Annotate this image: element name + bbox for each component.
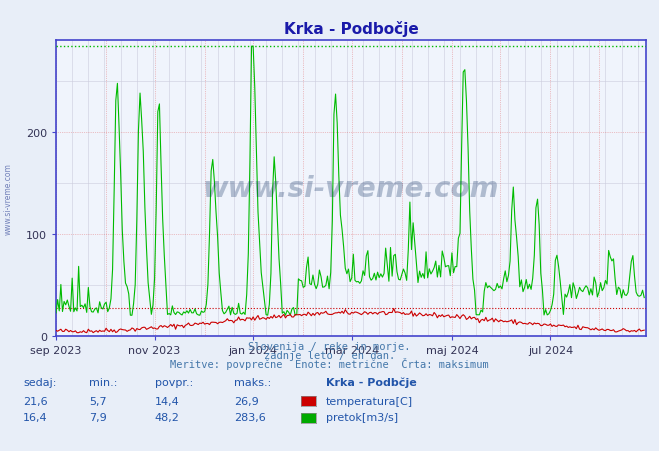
Text: Meritve: povprečne  Enote: metrične  Črta: maksimum: Meritve: povprečne Enote: metrične Črta:… <box>170 358 489 369</box>
Text: min.:: min.: <box>89 377 117 387</box>
Text: povpr.:: povpr.: <box>155 377 193 387</box>
Text: Slovenija / reke in morje.: Slovenija / reke in morje. <box>248 341 411 351</box>
Text: temperatura[C]: temperatura[C] <box>326 396 413 405</box>
Text: maks.:: maks.: <box>234 377 272 387</box>
Text: 283,6: 283,6 <box>234 412 266 422</box>
Text: www.si-vreme.com: www.si-vreme.com <box>3 162 13 235</box>
Text: sedaj:: sedaj: <box>23 377 57 387</box>
Text: 16,4: 16,4 <box>23 412 47 422</box>
Text: 14,4: 14,4 <box>155 396 180 405</box>
Text: 26,9: 26,9 <box>234 396 259 405</box>
Text: 7,9: 7,9 <box>89 412 107 422</box>
Text: www.si-vreme.com: www.si-vreme.com <box>203 175 499 202</box>
Text: 48,2: 48,2 <box>155 412 180 422</box>
Text: 5,7: 5,7 <box>89 396 107 405</box>
Title: Krka - Podbočje: Krka - Podbočje <box>283 21 418 37</box>
Text: 21,6: 21,6 <box>23 396 47 405</box>
Text: pretok[m3/s]: pretok[m3/s] <box>326 412 398 422</box>
Text: zadnje leto / en dan.: zadnje leto / en dan. <box>264 350 395 360</box>
Text: Krka - Podbčje: Krka - Podbčje <box>326 377 417 387</box>
